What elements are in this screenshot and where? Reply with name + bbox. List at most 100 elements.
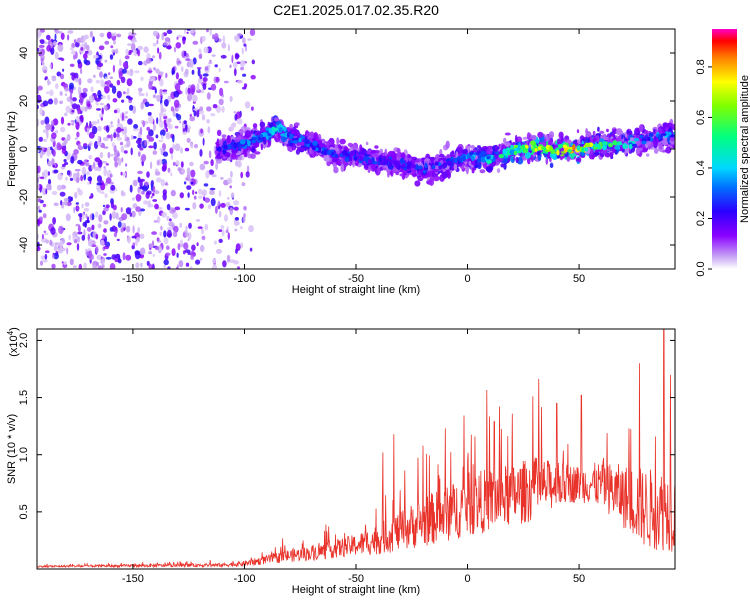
noise-blob: [109, 263, 116, 269]
noise-blob: [202, 77, 208, 82]
noise-blob: [42, 100, 49, 107]
signal-blob: [530, 134, 537, 141]
noise-blob: [227, 177, 233, 184]
signal-blob: [231, 152, 237, 160]
noise-blob: [203, 160, 209, 165]
noise-blob: [46, 45, 52, 52]
noise-blob: [170, 106, 175, 112]
signal-core: [469, 151, 474, 156]
signal-blob: [408, 157, 413, 161]
noise-blob: [135, 193, 142, 202]
noise-blob: [140, 247, 146, 256]
noise-blob: [70, 47, 74, 51]
noise-blob: [162, 113, 167, 117]
noise-blob: [199, 149, 203, 157]
signal-core: [312, 140, 318, 146]
noise-blob: [152, 185, 156, 193]
noise-blob: [128, 72, 133, 76]
noise-blob: [208, 150, 212, 159]
noise-blob: [184, 207, 190, 211]
noise-blob: [114, 156, 119, 162]
signal-blob: [585, 128, 588, 135]
signal-blob: [618, 135, 622, 143]
signal-blob: [609, 152, 614, 157]
noise-blob: [127, 35, 134, 40]
noise-blob: [102, 234, 106, 240]
signal-blob: [527, 156, 531, 165]
noise-blob: [220, 202, 226, 208]
noise-blob: [167, 167, 171, 173]
signal-core: [572, 144, 576, 151]
noise-blob: [68, 234, 71, 241]
noise-blob: [171, 70, 176, 75]
signal-blob: [293, 135, 298, 139]
noise-blob: [159, 129, 166, 137]
noise-blob: [218, 210, 222, 218]
noise-blob: [185, 225, 188, 231]
signal-core: [280, 133, 287, 137]
noise-blob: [130, 134, 134, 140]
signal-core: [480, 150, 484, 156]
noise-blob: [37, 246, 41, 252]
signal-core: [510, 144, 514, 150]
noise-blob: [95, 211, 99, 218]
noise-blob: [139, 186, 145, 190]
noise-blob: [71, 97, 77, 102]
noise-blob: [132, 197, 135, 201]
noise-blob: [79, 96, 84, 106]
noise-blob: [45, 91, 50, 95]
noise-blob: [218, 98, 224, 106]
noise-blob: [205, 170, 210, 179]
noise-blob: [243, 83, 248, 88]
noise-blob: [45, 250, 50, 253]
noise-blob: [181, 81, 185, 84]
signal-blob: [384, 148, 388, 157]
signal-blob: [376, 167, 381, 176]
noise-blob: [73, 54, 76, 60]
signal-blob: [512, 141, 516, 146]
noise-blob: [91, 164, 94, 170]
signal-blob: [536, 150, 541, 156]
noise-blob: [152, 199, 158, 202]
signal-blob: [468, 160, 472, 166]
noise-blob: [187, 252, 191, 256]
noise-blob: [121, 191, 126, 197]
noise-blob: [249, 247, 253, 252]
noise-blob: [152, 123, 156, 132]
noise-blob: [142, 120, 146, 128]
noise-blob: [113, 40, 116, 45]
noise-blob: [105, 256, 112, 260]
noise-blob: [250, 74, 256, 80]
signal-core: [602, 145, 607, 151]
signal-core: [410, 164, 417, 168]
noise-blob: [148, 115, 154, 124]
noise-blob: [98, 113, 104, 118]
noise-blob: [120, 128, 124, 132]
noise-blob: [195, 219, 201, 222]
noise-blob: [67, 122, 71, 126]
noise-blob: [215, 205, 218, 214]
noise-blob: [160, 103, 163, 109]
noise-blob: [155, 177, 162, 183]
noise-blob: [150, 195, 153, 199]
noise-blob: [152, 253, 155, 257]
noise-blob: [133, 52, 137, 57]
signal-blob: [359, 144, 363, 151]
noise-blob: [163, 230, 167, 238]
noise-blob: [87, 103, 91, 108]
noise-blob: [227, 232, 230, 240]
noise-blob: [156, 39, 159, 45]
noise-blob: [62, 163, 66, 167]
noise-blob: [125, 207, 132, 215]
x-tick-label: -50: [348, 273, 364, 285]
x-tick-label: 0: [464, 273, 470, 285]
noise-blob: [152, 150, 158, 155]
signal-core: [422, 169, 427, 174]
noise-blob: [113, 132, 117, 139]
noise-blob: [192, 104, 195, 113]
noise-blob: [175, 113, 179, 118]
snr-multiplier: (x104): [6, 327, 20, 357]
noise-blob: [59, 239, 63, 249]
noise-blob: [147, 70, 153, 73]
noise-blob: [51, 190, 58, 196]
